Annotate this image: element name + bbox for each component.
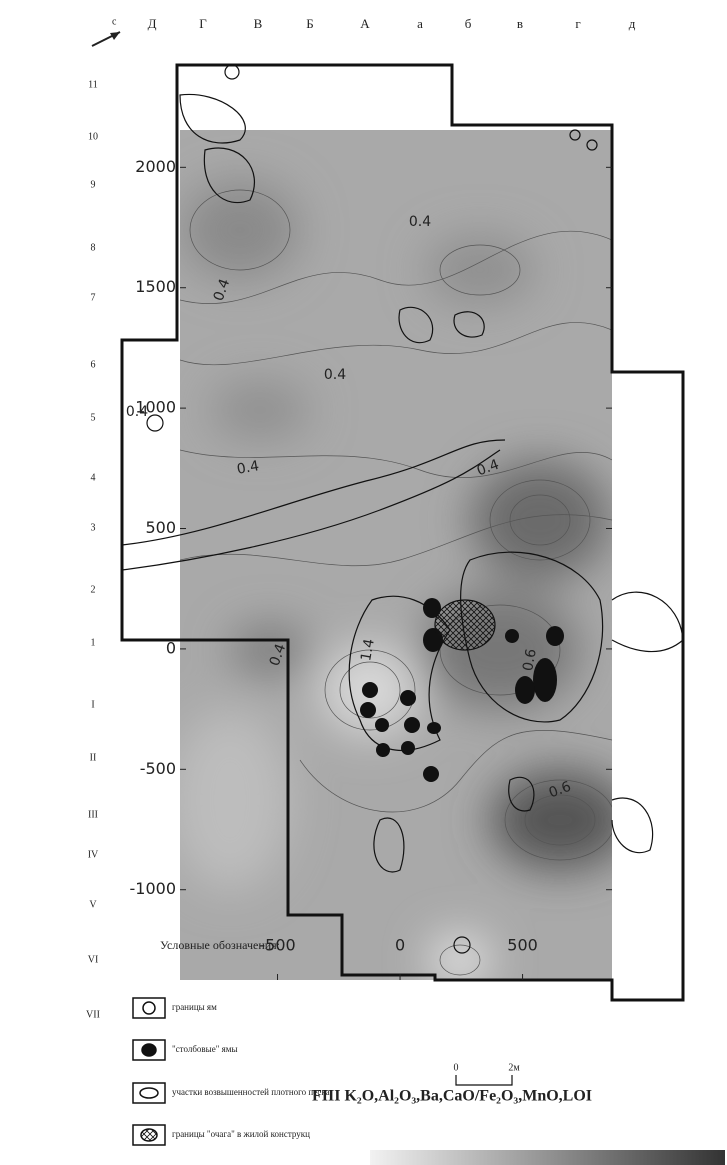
- column-label: в: [517, 16, 523, 31]
- x-tick-label: 0: [395, 936, 405, 955]
- row-label: 10: [88, 131, 98, 142]
- legend-item: границы ям: [172, 1002, 217, 1012]
- column-label: Б: [306, 16, 313, 31]
- column-label: Г: [199, 16, 207, 31]
- hearth: [435, 600, 495, 650]
- row-label: 9: [91, 179, 96, 190]
- column-label: Д: [148, 16, 157, 31]
- row-label: 11: [88, 79, 98, 90]
- scale-end: 2м: [508, 1062, 520, 1073]
- row-label: 2: [91, 584, 96, 595]
- row-label: VII: [86, 1009, 100, 1020]
- column-label: г: [575, 16, 580, 31]
- row-label: 1: [91, 637, 96, 648]
- map-figure: с Условные обозначения: 0 2м FIII K₂O,Al…: [0, 0, 727, 1165]
- scale-bar: [456, 1075, 512, 1085]
- column-label: А: [360, 16, 370, 31]
- map-title: FIII K₂O,Al₂O₃,Ba,CaO/Fe₂O₃,MnO,LOI: [312, 1088, 592, 1105]
- y-tick-label: 0: [166, 638, 176, 657]
- legend-item: участки возвышенностей плотного песка: [172, 1087, 330, 1097]
- row-label: I: [91, 699, 94, 710]
- legend-item: "столбовые" ямы: [172, 1044, 238, 1054]
- row-label: VI: [88, 954, 99, 965]
- legend-item: границы "очага" в жилой конструкц: [172, 1129, 310, 1139]
- color-bar: [370, 1150, 725, 1165]
- row-label: 5: [91, 412, 96, 423]
- y-tick-label: 1500: [135, 277, 176, 296]
- contour-label: 0.4: [409, 214, 431, 230]
- column-label: В: [254, 16, 263, 31]
- x-tick-label: -500: [259, 936, 295, 955]
- y-tick-label: 500: [145, 518, 176, 537]
- row-label: 8: [91, 242, 96, 253]
- contour-label: 0.4: [324, 367, 346, 383]
- x-tick-label: 500: [507, 936, 538, 955]
- column-label: а: [417, 16, 423, 31]
- row-label: 7: [91, 292, 96, 303]
- row-label: 4: [91, 472, 96, 483]
- y-tick-label: -1000: [130, 879, 177, 898]
- row-label: 6: [91, 359, 96, 370]
- column-label: б: [465, 16, 472, 31]
- row-label: IV: [88, 849, 99, 860]
- row-label: II: [90, 752, 97, 763]
- column-label: д: [629, 16, 636, 31]
- contour-field: [170, 130, 630, 985]
- row-label: 3: [91, 522, 96, 533]
- row-label: III: [88, 809, 98, 820]
- row-label: V: [89, 899, 97, 910]
- contour-label: 0.4: [126, 404, 148, 420]
- y-tick-label: -500: [140, 759, 176, 778]
- north-label: с: [112, 16, 117, 27]
- legend-symbols: [133, 998, 165, 1145]
- scale-start: 0: [454, 1062, 459, 1073]
- y-tick-label: 2000: [135, 157, 176, 176]
